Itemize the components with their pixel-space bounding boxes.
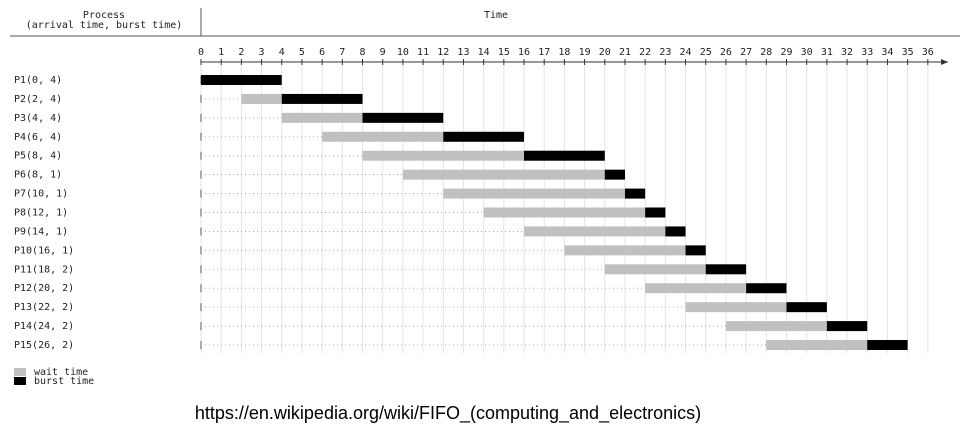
x-tick-label: 0 bbox=[198, 47, 204, 58]
x-tick-label: 32 bbox=[841, 47, 853, 58]
bar bbox=[281, 112, 363, 123]
bar bbox=[362, 150, 525, 161]
x-tick-label: 30 bbox=[801, 47, 813, 58]
bar bbox=[402, 169, 605, 180]
bar bbox=[624, 188, 646, 199]
bar bbox=[241, 93, 282, 104]
bar bbox=[604, 264, 706, 275]
x-tick-label: 26 bbox=[720, 47, 732, 58]
x-tick-label: 24 bbox=[680, 47, 692, 58]
x-tick-label: 34 bbox=[881, 47, 893, 58]
x-tick-label: 16 bbox=[518, 47, 530, 58]
x-tick-label: 2 bbox=[238, 47, 244, 58]
x-axis-title: Time bbox=[484, 10, 508, 21]
source-url: https://en.wikipedia.org/wiki/FIFO_(comp… bbox=[195, 403, 701, 424]
x-tick-label: 9 bbox=[380, 47, 386, 58]
legend-swatch bbox=[14, 368, 26, 376]
row-label: P6(8, 1) bbox=[14, 170, 62, 181]
x-tick-label: 10 bbox=[397, 47, 409, 58]
bar bbox=[201, 75, 282, 85]
x-tick-label: 23 bbox=[659, 47, 671, 58]
row-label: P2(2, 4) bbox=[14, 94, 62, 105]
row-label: P14(24, 2) bbox=[14, 321, 74, 332]
x-tick-label: 3 bbox=[259, 47, 265, 58]
legend-swatch bbox=[14, 377, 26, 385]
row-label: P11(18, 2) bbox=[14, 264, 74, 275]
row-label: P12(20, 2) bbox=[14, 283, 74, 294]
x-tick-label: 11 bbox=[417, 47, 429, 58]
row-label: P3(4, 4) bbox=[14, 113, 62, 124]
x-tick-label: 17 bbox=[538, 47, 550, 58]
row-header: (arrival time, burst time) bbox=[26, 20, 183, 31]
x-tick-label: 21 bbox=[619, 47, 631, 58]
x-tick-label: 6 bbox=[319, 47, 325, 58]
bar bbox=[281, 93, 363, 104]
x-tick-label: 7 bbox=[339, 47, 345, 58]
x-tick-label: 33 bbox=[861, 47, 873, 58]
bar bbox=[564, 245, 686, 256]
row-label: P10(16, 1) bbox=[14, 245, 74, 256]
axis-arrow bbox=[941, 59, 948, 65]
row-label: P15(26, 2) bbox=[14, 340, 74, 351]
legend-label: burst time bbox=[34, 376, 94, 387]
x-tick-label: 18 bbox=[558, 47, 570, 58]
row-header: Process bbox=[83, 10, 125, 21]
x-tick-label: 36 bbox=[922, 47, 934, 58]
row-label: P13(22, 2) bbox=[14, 302, 74, 313]
x-tick-label: 31 bbox=[821, 47, 833, 58]
bar bbox=[685, 245, 706, 256]
x-tick-label: 13 bbox=[457, 47, 469, 58]
row-label: P7(10, 1) bbox=[14, 189, 68, 200]
row-label: P5(8, 4) bbox=[14, 151, 62, 162]
x-tick-label: 19 bbox=[579, 47, 591, 58]
bar bbox=[786, 302, 827, 313]
row-label: P8(12, 1) bbox=[14, 208, 68, 219]
x-tick-label: 1 bbox=[218, 47, 224, 58]
bar bbox=[443, 131, 525, 142]
row-label: P9(14, 1) bbox=[14, 226, 68, 237]
x-tick-label: 27 bbox=[740, 47, 752, 58]
x-tick-label: 20 bbox=[599, 47, 611, 58]
bar bbox=[826, 321, 868, 332]
x-tick-label: 28 bbox=[760, 47, 772, 58]
bar bbox=[746, 283, 787, 294]
bar bbox=[443, 188, 625, 199]
bar bbox=[604, 169, 625, 180]
x-tick-label: 35 bbox=[902, 47, 914, 58]
bar bbox=[645, 207, 666, 218]
bar bbox=[322, 131, 444, 142]
legend-label: wait time bbox=[34, 367, 88, 378]
bar bbox=[867, 340, 908, 351]
x-tick-label: 14 bbox=[478, 47, 490, 58]
x-tick-label: 25 bbox=[700, 47, 712, 58]
x-tick-label: 12 bbox=[437, 47, 449, 58]
x-tick-label: 22 bbox=[639, 47, 651, 58]
x-tick-label: 29 bbox=[780, 47, 792, 58]
row-label: P4(6, 4) bbox=[14, 132, 62, 143]
x-tick-label: 4 bbox=[279, 47, 285, 58]
x-tick-label: 15 bbox=[498, 47, 510, 58]
bar bbox=[705, 264, 747, 275]
row-label: P1(0, 4) bbox=[14, 75, 62, 86]
bar bbox=[766, 340, 868, 351]
bar bbox=[645, 283, 747, 294]
bar bbox=[524, 150, 605, 161]
bar bbox=[665, 226, 686, 237]
bar bbox=[725, 321, 827, 332]
bar bbox=[685, 302, 787, 313]
bar bbox=[483, 207, 646, 218]
x-tick-label: 5 bbox=[299, 47, 305, 58]
bar bbox=[362, 112, 444, 123]
x-tick-label: 8 bbox=[359, 47, 365, 58]
bar bbox=[524, 226, 666, 237]
